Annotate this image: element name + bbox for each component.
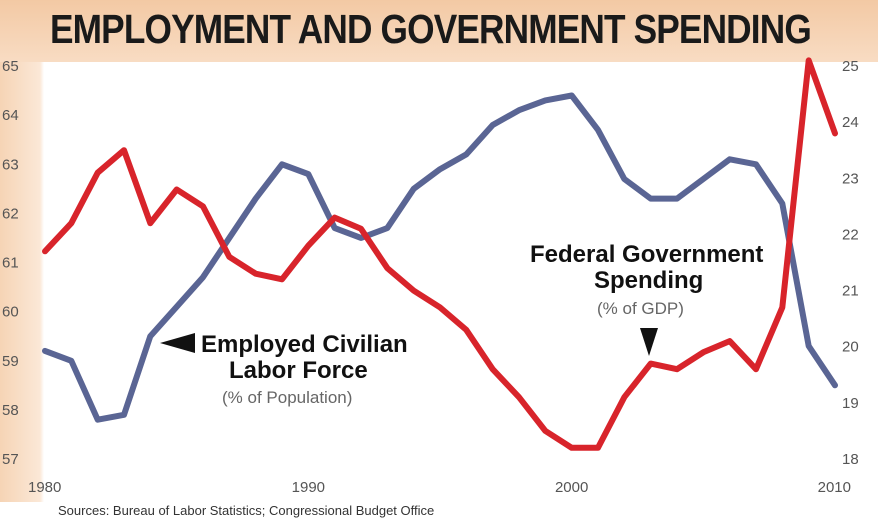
employment-label-line-1: Employed Civilian	[201, 331, 408, 358]
right-axis-ticks: 25 24 23 22 21 20 19 18	[842, 58, 859, 468]
spending-pointer-arrow	[640, 328, 658, 356]
annotations: Employed Civilian Labor Force (% of Popu…	[160, 241, 763, 407]
spending-unit-label: (% of GDP)	[597, 299, 684, 318]
spending-label-line-2: Spending	[594, 267, 703, 294]
right-tick-label: 24	[842, 114, 859, 131]
left-tick-label: 63	[2, 156, 19, 173]
x-tick-label: 2010	[818, 479, 851, 496]
plot-background	[0, 62, 878, 502]
left-tick-label: 65	[2, 58, 19, 75]
series-lines	[42, 57, 838, 451]
spending-label-line-1: Federal Government	[530, 241, 763, 268]
left-tick-label: 61	[2, 255, 19, 272]
left-tick-label: 59	[2, 353, 19, 370]
chart-title: EMPLOYMENT AND GOVERNMENT SPENDING	[50, 6, 812, 52]
left-tick-label: 60	[2, 304, 19, 321]
right-tick-label: 19	[842, 395, 859, 412]
header-band	[0, 0, 878, 62]
right-tick-label: 22	[842, 226, 859, 243]
employment-label-line-2: Labor Force	[229, 357, 368, 384]
right-tick-label: 25	[842, 58, 859, 75]
left-axis-ticks: 65 64 63 62 61 60 59 58 57	[2, 58, 19, 468]
left-tick-label: 62	[2, 205, 19, 222]
right-tick-label: 21	[842, 283, 859, 300]
x-tick-label: 2000	[555, 479, 588, 496]
x-tick-label: 1990	[292, 479, 325, 496]
right-tick-label: 18	[842, 451, 859, 468]
spending-series-line	[42, 57, 838, 451]
employment-pointer-arrow	[160, 333, 195, 353]
employment-series-line	[42, 92, 838, 423]
x-axis-ticks: 1980 1990 2000 2010	[28, 479, 851, 496]
x-tick-label: 1980	[28, 479, 61, 496]
right-tick-label: 20	[842, 339, 859, 356]
left-tick-label: 64	[2, 107, 19, 124]
left-tick-label: 58	[2, 402, 19, 419]
left-tick-label: 57	[2, 451, 19, 468]
right-tick-label: 23	[842, 170, 859, 187]
source-note: Sources: Bureau of Labor Statistics; Con…	[58, 503, 435, 518]
employment-unit-label: (% of Population)	[222, 388, 352, 407]
